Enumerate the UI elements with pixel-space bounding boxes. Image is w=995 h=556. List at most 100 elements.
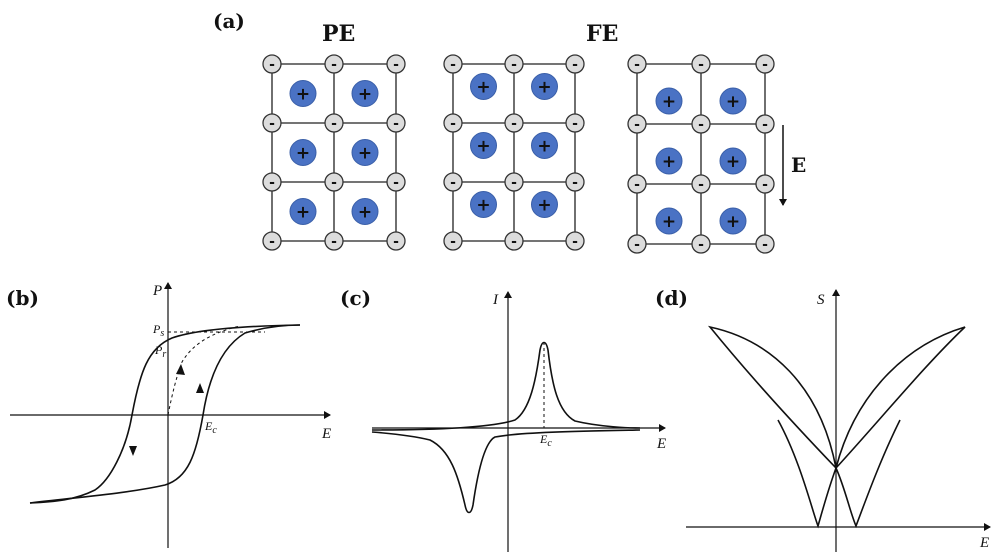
panel-d: (d) S E bbox=[655, 286, 991, 552]
anion-ion: - bbox=[386, 231, 406, 251]
cation-ion: + bbox=[531, 132, 558, 159]
down-arrow-marker bbox=[129, 446, 137, 456]
anion-sign: - bbox=[393, 116, 399, 132]
anion-ion: - bbox=[691, 174, 711, 194]
anion-ion: - bbox=[262, 172, 282, 192]
cation-ion: + bbox=[655, 87, 683, 115]
c-y-axis-label: I bbox=[492, 292, 499, 308]
hysteresis-lower-branch bbox=[29, 324, 301, 504]
cation-ion: + bbox=[289, 198, 317, 225]
b-y-axis-label: P bbox=[152, 283, 162, 299]
anion-sign: - bbox=[572, 175, 578, 191]
cation-ion: + bbox=[351, 80, 379, 107]
anion-sign: - bbox=[393, 57, 399, 73]
anion-ion: - bbox=[565, 54, 585, 74]
cation-sign: + bbox=[726, 92, 740, 112]
anion-sign: - bbox=[331, 57, 337, 73]
cation-sign: + bbox=[537, 196, 551, 216]
anion-ion: - bbox=[565, 231, 585, 251]
anion-sign: - bbox=[269, 234, 275, 250]
cation-ion: + bbox=[470, 73, 497, 100]
anion-sign: - bbox=[634, 237, 640, 253]
anion-ion: - bbox=[691, 234, 711, 254]
anion-ion: - bbox=[324, 172, 344, 192]
initial-polarization-curve bbox=[167, 325, 241, 416]
anion-ion: - bbox=[443, 113, 463, 133]
b-x-axis-label: E bbox=[321, 426, 331, 442]
cation-sign: + bbox=[726, 212, 740, 232]
pr-label: Pr bbox=[154, 343, 166, 360]
anion-ion: - bbox=[386, 113, 406, 133]
panel-b-label: (b) bbox=[6, 286, 39, 310]
cation-ion: + bbox=[289, 139, 317, 166]
anion-sign: - bbox=[450, 116, 456, 132]
anion-sign: - bbox=[698, 57, 704, 73]
b-ec-label: Ec bbox=[204, 419, 217, 436]
ps-label: Ps bbox=[152, 322, 164, 339]
anion-ion: - bbox=[755, 174, 775, 194]
anion-ion: - bbox=[627, 54, 647, 74]
current-reverse-sweep bbox=[371, 429, 641, 514]
cation-ion: + bbox=[719, 87, 747, 115]
pe-title: PE bbox=[322, 21, 355, 47]
cation-sign: + bbox=[296, 203, 310, 223]
cation-sign: + bbox=[358, 203, 372, 223]
anion-sign: - bbox=[393, 234, 399, 250]
anion-sign: - bbox=[450, 175, 456, 191]
lattice-ferroelectric-down: - - - - - - - - - - - - + + + + + + bbox=[627, 54, 775, 254]
anion-sign: - bbox=[269, 175, 275, 191]
anion-ion: - bbox=[262, 113, 282, 133]
anion-sign: - bbox=[762, 237, 768, 253]
anion-ion: - bbox=[262, 54, 282, 74]
cation-sign: + bbox=[726, 152, 740, 172]
anion-sign: - bbox=[634, 117, 640, 133]
anion-ion: - bbox=[324, 54, 344, 74]
lattice-paraelectric: - - - - - - - - - - - - + + + + + + bbox=[262, 54, 406, 251]
field-label: E bbox=[791, 153, 806, 177]
anion-ion: - bbox=[386, 172, 406, 192]
fe-title: FE bbox=[586, 21, 618, 47]
cation-ion: + bbox=[655, 147, 683, 175]
strain-right-butterfly bbox=[835, 419, 901, 529]
virgin-arrow-marker bbox=[176, 364, 185, 375]
cation-ion: + bbox=[531, 73, 558, 100]
anion-ion: - bbox=[627, 114, 647, 134]
anion-sign: - bbox=[698, 177, 704, 193]
anion-sign: - bbox=[269, 116, 275, 132]
anion-sign: - bbox=[511, 57, 517, 73]
c-x-axis-label: E bbox=[656, 436, 666, 452]
anion-sign: - bbox=[572, 57, 578, 73]
up-arrow-marker bbox=[196, 383, 204, 393]
cation-ion: + bbox=[351, 198, 379, 225]
anion-sign: - bbox=[331, 116, 337, 132]
anion-ion: - bbox=[443, 54, 463, 74]
strain-right-wing bbox=[835, 326, 966, 469]
anion-ion: - bbox=[324, 113, 344, 133]
cation-ion: + bbox=[351, 139, 379, 166]
panel-a-label: (a) bbox=[213, 9, 245, 33]
cation-sign: + bbox=[296, 85, 310, 105]
strain-left-butterfly bbox=[777, 419, 837, 529]
cation-ion: + bbox=[470, 191, 497, 218]
anion-ion: - bbox=[627, 234, 647, 254]
panel-a: (a) PE FE - - -- - -- - -- - -+ ++ ++ + - - -- - -- - -- -… bbox=[213, 9, 806, 254]
anion-ion: - bbox=[627, 174, 647, 194]
cation-ion: + bbox=[655, 207, 683, 235]
anion-sign: - bbox=[450, 57, 456, 73]
anion-ion: - bbox=[691, 114, 711, 134]
anion-sign: - bbox=[634, 57, 640, 73]
panel-b: (b) P E Ps Pr Ec bbox=[6, 282, 331, 548]
anion-sign: - bbox=[572, 116, 578, 132]
cation-sign: + bbox=[662, 212, 676, 232]
anion-sign: - bbox=[511, 116, 517, 132]
anion-sign: - bbox=[634, 177, 640, 193]
cation-sign: + bbox=[537, 137, 551, 157]
anion-ion: - bbox=[755, 54, 775, 74]
cation-ion: + bbox=[531, 191, 558, 218]
anion-ion: - bbox=[324, 231, 344, 251]
anion-sign: - bbox=[762, 177, 768, 193]
cation-ion: + bbox=[719, 207, 747, 235]
anion-sign: - bbox=[269, 57, 275, 73]
anion-sign: - bbox=[511, 175, 517, 191]
d-y-axis-label: S bbox=[817, 292, 825, 308]
